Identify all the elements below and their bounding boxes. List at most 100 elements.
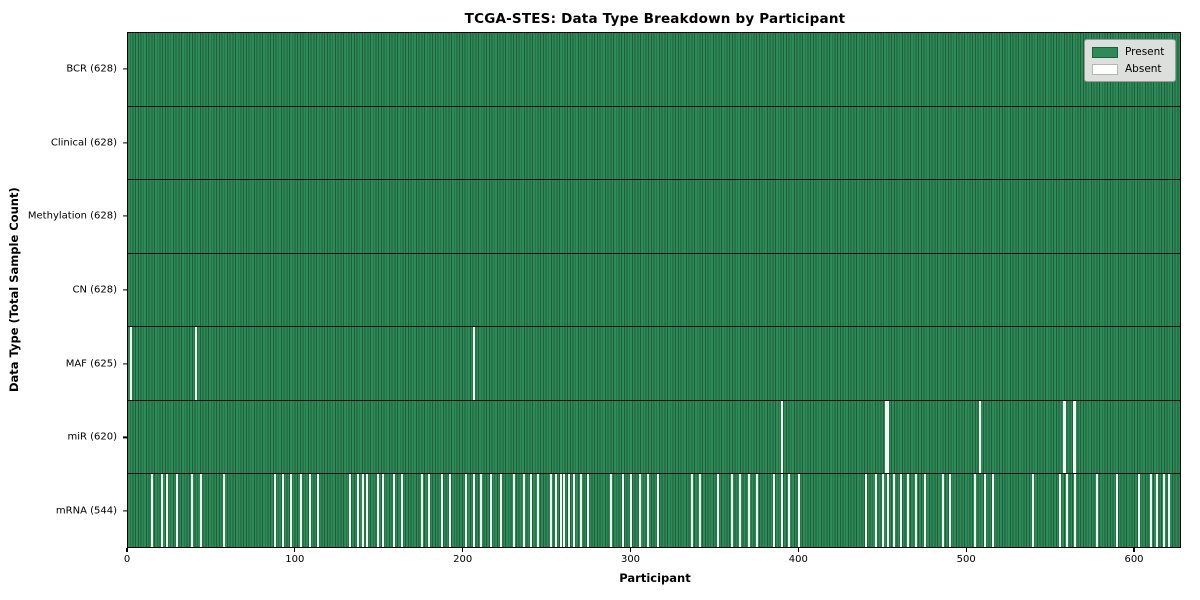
absent-stripe (638, 474, 641, 548)
x-axis-title: Participant (619, 571, 691, 585)
absent-stripe (1149, 474, 1152, 548)
absent-stripe (885, 400, 887, 474)
heatmap-row-Clinical (128, 106, 1180, 181)
heatmap-row-mRNA (128, 474, 1180, 548)
absent-stripe (756, 474, 759, 548)
absent-stripe (392, 474, 395, 548)
absent-stripe (382, 474, 385, 548)
absent-stripe (472, 474, 475, 548)
absent-stripe (1074, 400, 1077, 474)
absent-stripe (886, 400, 889, 474)
absent-stripe (973, 474, 976, 548)
legend-absent-label: Absent (1125, 63, 1162, 75)
x-tick-label: 400 (788, 554, 808, 565)
absent-stripe (441, 474, 444, 548)
absent-stripe (630, 474, 633, 548)
absent-stripe (864, 474, 867, 548)
absent-stripe (555, 474, 557, 548)
absent-stripe (523, 474, 526, 548)
absent-stripe (992, 474, 995, 548)
absent-stripe (1065, 474, 1068, 548)
absent-stripe (586, 474, 589, 548)
y-tick-label: mRNA (544) (55, 505, 117, 517)
absent-stripe (580, 474, 583, 548)
x-tick-mark (629, 548, 632, 552)
x-tick-mark (797, 548, 799, 552)
absent-stripe (900, 474, 903, 548)
absent-stripe (717, 474, 720, 548)
absent-stripe (874, 474, 877, 548)
absent-stripe (308, 474, 311, 548)
x-tick-label: 0 (123, 554, 131, 565)
absent-stripe (191, 474, 194, 548)
absent-stripe (923, 474, 926, 548)
absent-stripe (1062, 400, 1065, 474)
y-tick-mark (123, 436, 127, 439)
chart-title: TCGA-STES: Data Type Breakdown by Partic… (464, 11, 846, 27)
x-tick-mark (126, 548, 128, 552)
y-tick-label: BCR (628) (66, 63, 117, 75)
absent-stripe (273, 474, 276, 548)
y-tick-label: Methylation (628) (27, 210, 117, 222)
absent-stripe (560, 474, 563, 548)
absent-stripe (365, 474, 368, 548)
absent-stripe (563, 474, 566, 548)
absent-stripe (941, 474, 944, 548)
absent-stripe (886, 474, 889, 548)
y-tick-label: miR (620) (67, 431, 117, 443)
heatmap-row-MAF (128, 327, 1180, 401)
absent-stripe (479, 474, 482, 548)
absent-stripe (622, 474, 624, 548)
absent-stripe (1074, 474, 1077, 548)
legend-item-present: Present (1092, 46, 1167, 58)
absent-stripe (1116, 474, 1119, 548)
absent-stripe (513, 474, 516, 548)
heatmap-row-BCR (128, 33, 1180, 107)
absent-stripe (781, 400, 784, 474)
absent-stripe (983, 474, 986, 548)
absent-stripe (489, 474, 492, 548)
absent-stripe (290, 474, 293, 548)
absent-stripe (915, 474, 918, 548)
y-tick-label: Clinical (628) (50, 137, 117, 149)
y-axis-labels: BCR (628) Clinical (628) Methylation (628)… (0, 32, 127, 548)
absent-stripe (377, 474, 380, 548)
x-tick-label: 100 (285, 554, 305, 565)
absent-stripe (161, 474, 164, 548)
absent-stripe (129, 327, 132, 400)
absent-stripe (568, 474, 571, 548)
absent-stripe (317, 474, 320, 548)
y-tick-mark (123, 289, 127, 291)
absent-stripe (747, 474, 750, 548)
absent-stripe (610, 474, 613, 548)
y-tick-mark (123, 215, 127, 217)
absent-stripe (893, 474, 896, 548)
absent-stripe (797, 474, 800, 548)
absent-stripe (881, 474, 884, 548)
x-tick-label: 300 (620, 554, 641, 565)
legend-present-label: Present (1125, 46, 1165, 58)
x-tick-label: 200 (453, 554, 473, 565)
absent-stripe (472, 327, 475, 400)
y-tick-mark (123, 363, 127, 365)
y-tick-mark (123, 141, 127, 144)
absent-stripe (348, 474, 351, 548)
y-tick-mark (123, 68, 127, 70)
legend-present-swatch (1092, 46, 1118, 58)
absent-stripe (529, 474, 532, 548)
absent-stripe (948, 474, 951, 548)
absent-stripe (730, 474, 733, 548)
x-tick-mark (294, 548, 296, 552)
absent-stripe (449, 474, 452, 548)
absent-stripe (194, 327, 197, 400)
heatmap-row-miR (128, 400, 1180, 475)
absent-stripe (772, 474, 775, 548)
x-axis-ticks: 0 100 200 300 400 500 600 (123, 548, 1181, 570)
absent-stripe (166, 474, 169, 548)
absent-stripe (699, 474, 702, 548)
absent-stripe (1032, 474, 1035, 548)
absent-stripe (199, 474, 202, 548)
absent-stripe (400, 474, 403, 548)
absent-stripe (1163, 474, 1166, 548)
